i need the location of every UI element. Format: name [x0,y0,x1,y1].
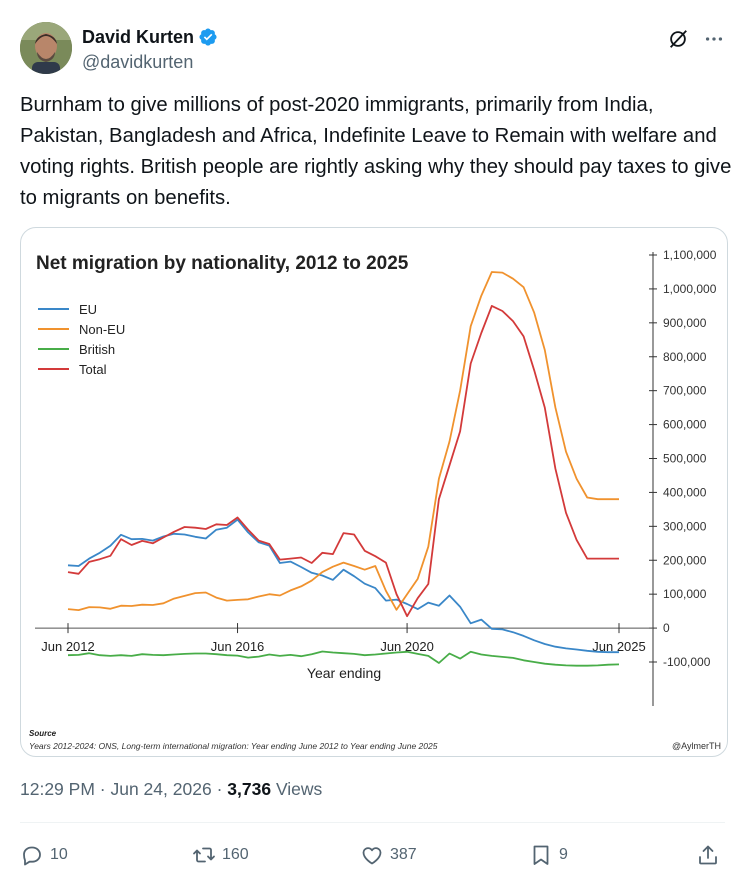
legend-label: British [79,342,115,357]
post-text: Burnham to give millions of post-2020 im… [20,94,732,209]
x-tick-label: Jun 2012 [41,639,95,654]
y-tick-label: 1,100,000 [663,248,717,262]
series-line-eu [67,518,619,654]
like-button[interactable]: 387 [360,840,417,870]
bookmark-button[interactable]: 9 [529,840,568,870]
x-tick-label: Jun 2025 [592,639,646,654]
reply-icon [23,846,41,866]
y-tick-label: 600,000 [663,418,707,432]
action-bar: 10 160 387 9 [20,840,725,870]
views-count: 3,736 [227,779,272,799]
repost-count: 160 [222,846,249,863]
source-text: Years 2012-2024: ONS, Long-term internat… [29,741,438,751]
x-tick-label: Jun 2016 [211,639,265,654]
avatar-image [20,22,72,74]
series-line-total [67,305,619,618]
author-handle[interactable]: @davidkurten [82,52,194,72]
y-tick-label: 0 [663,621,670,635]
share-icon [699,845,717,865]
y-tick-label: 300,000 [663,519,707,533]
post-time[interactable]: 12:29 PM [20,779,95,799]
repost-button[interactable]: 160 [192,840,249,870]
x-axis-label: Year ending [307,665,381,681]
more-icon[interactable] [703,28,725,50]
avatar[interactable] [20,22,72,74]
y-tick-label: 1,000,000 [663,282,717,296]
y-tick-label: 400,000 [663,485,707,499]
author-display-name[interactable]: David Kurten [82,27,195,47]
y-tick-label: 100,000 [663,587,707,601]
divider [20,822,725,823]
y-tick-label: 700,000 [663,384,707,398]
like-count: 387 [390,846,417,863]
share-button[interactable] [696,840,726,870]
series-line-british [67,650,620,667]
repost-icon [193,847,215,863]
y-tick-label: 200,000 [663,553,707,567]
y-tick-label: 800,000 [663,350,707,364]
meta-separator: · [216,779,223,799]
y-tick-label: -100,000 [663,655,711,669]
grok-icon[interactable] [667,28,689,50]
post-header: David Kurten @davidkurten [20,22,725,78]
meta-separator: · [99,779,106,799]
legend-label: Total [79,362,107,377]
views-label: Views [275,779,323,799]
post-date[interactable]: Jun 24, 2026 [110,779,212,799]
like-icon [362,847,382,865]
chart-title: Net migration by nationality, 2012 to 20… [36,253,409,274]
post-meta: 12:29 PM · Jun 24, 2026 · 3,736 Views [20,779,322,800]
series-line-non-eu [67,271,619,612]
y-tick-label: 900,000 [663,316,707,330]
legend-label: Non-EU [79,322,125,337]
legend-label: EU [79,302,97,317]
migration-line-chart: Net migration by nationality, 2012 to 20… [29,248,721,751]
reply-count: 10 [50,846,68,863]
y-tick-label: 500,000 [663,452,707,466]
reply-button[interactable]: 10 [20,840,68,870]
verified-badge-icon [199,28,217,46]
x-tick-label: Jun 2020 [380,639,434,654]
bookmark-count: 9 [559,846,568,863]
chart-credit: @AylmerTH [672,741,721,751]
post-media-chart[interactable]: Net migration by nationality, 2012 to 20… [20,227,728,757]
source-heading: Source [29,729,57,738]
bookmark-icon [533,845,549,865]
